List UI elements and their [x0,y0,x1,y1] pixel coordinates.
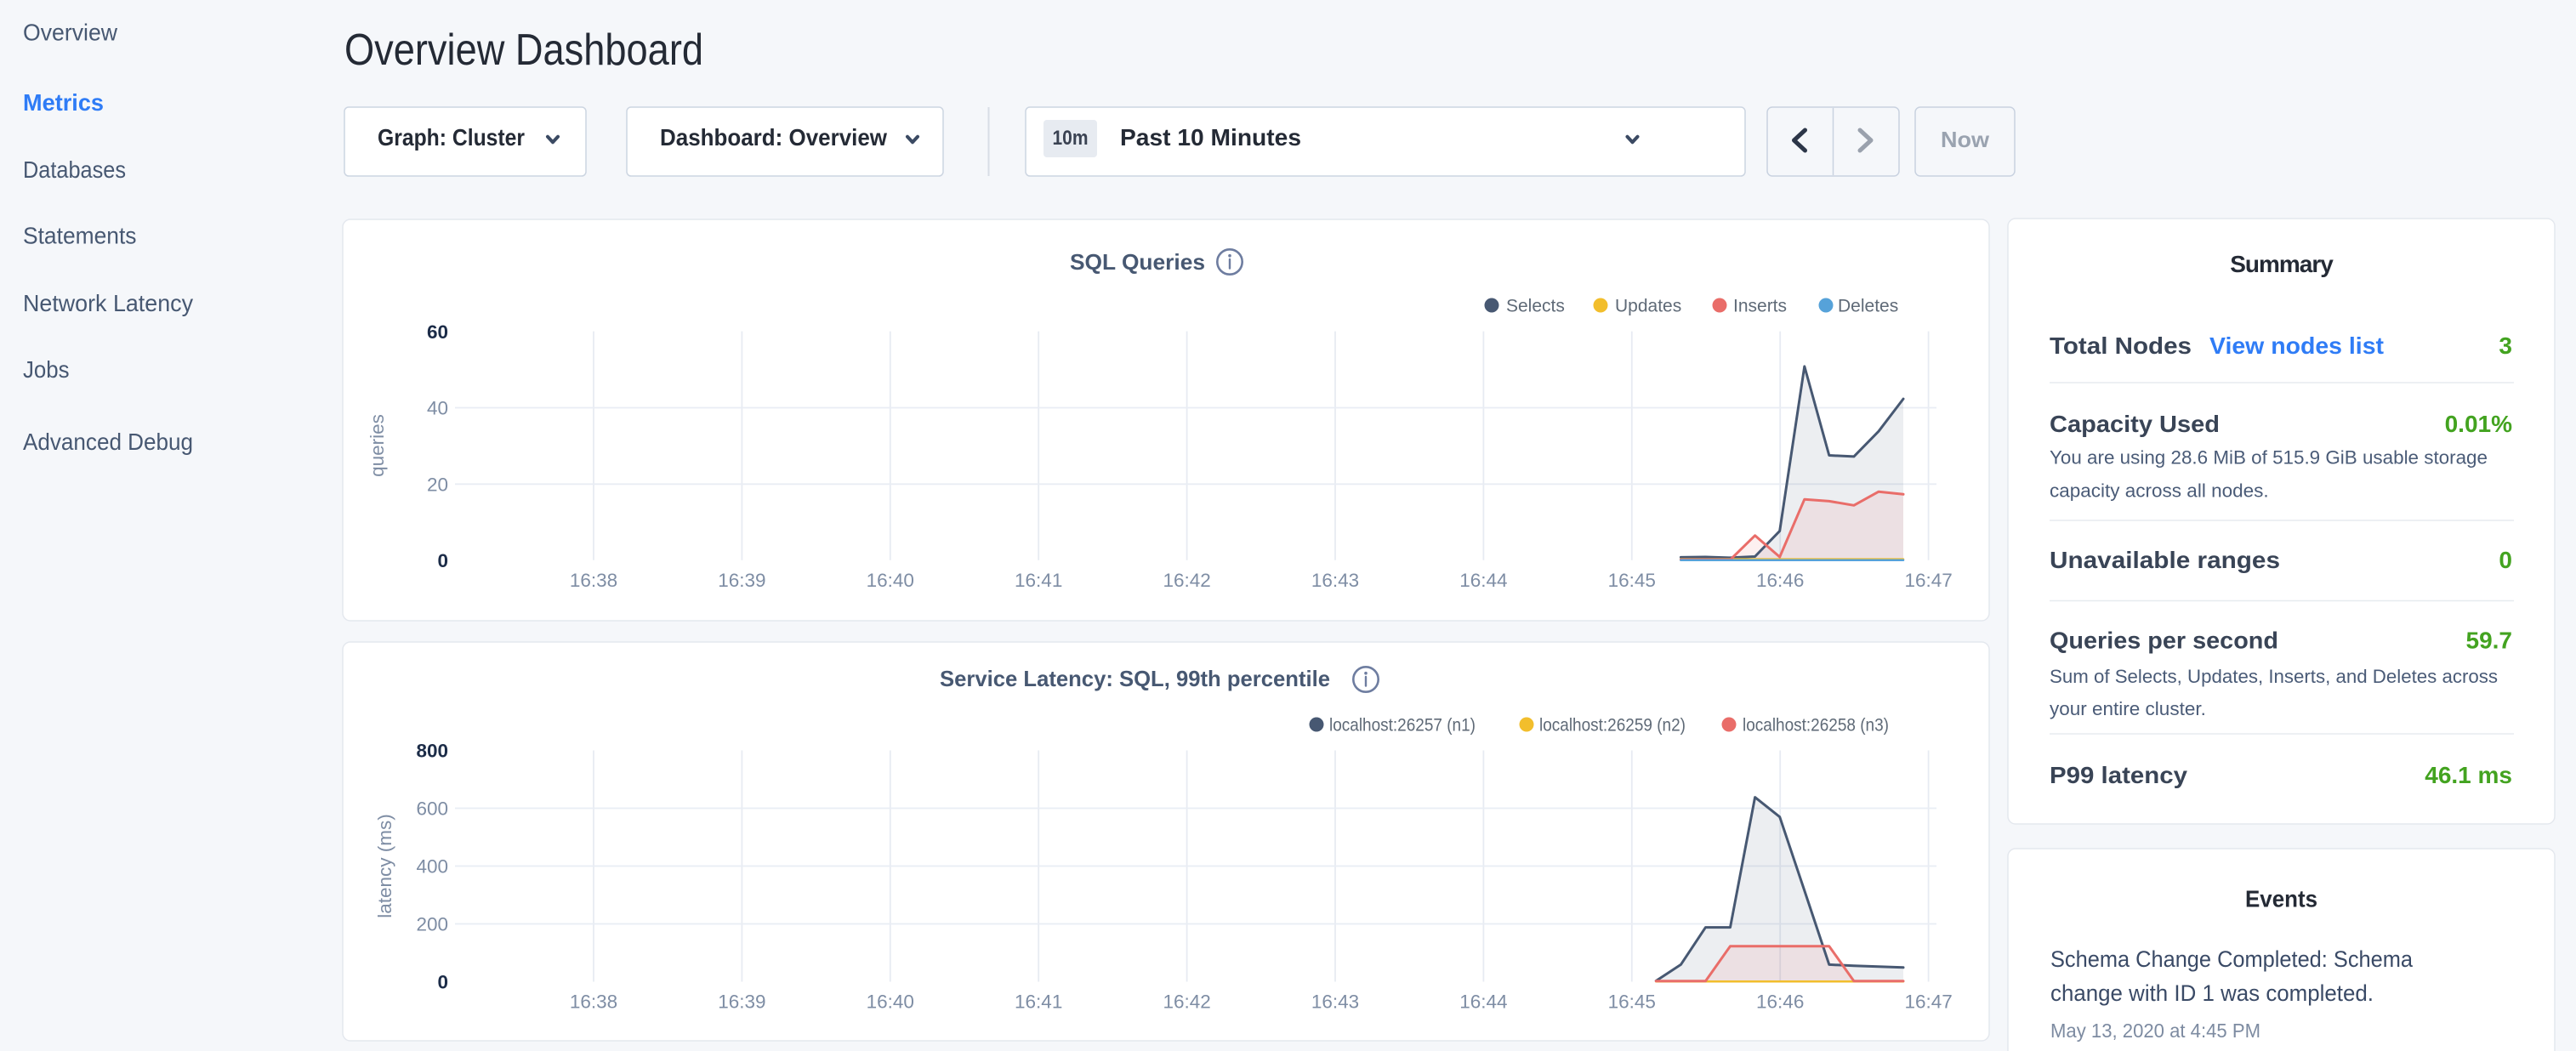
svg-text:Updates: Updates [1615,297,1681,316]
svg-text:Overview Dashboard: Overview Dashboard [344,26,703,75]
svg-text:May 13, 2020 at 4:45 PM: May 13, 2020 at 4:45 PM [2050,1020,2260,1042]
svg-text:Overview: Overview [23,20,118,46]
svg-text:16:45: 16:45 [1608,991,1656,1013]
svg-text:16:43: 16:43 [1311,570,1359,591]
svg-text:16:43: 16:43 [1311,991,1359,1013]
svg-text:0: 0 [437,972,448,993]
svg-text:Selects: Selects [1506,297,1565,316]
svg-text:Graph: Cluster: Graph: Cluster [378,124,525,151]
svg-text:16:40: 16:40 [867,991,914,1013]
svg-text:Jobs: Jobs [23,356,70,383]
svg-text:16:39: 16:39 [718,991,765,1013]
svg-text:0: 0 [437,550,448,571]
svg-text:46.1 ms: 46.1 ms [2425,762,2512,788]
svg-text:You are using 28.6 MiB of 515.: You are using 28.6 MiB of 515.9 GiB usab… [2050,447,2488,469]
svg-text:Unavailable ranges: Unavailable ranges [2050,547,2280,573]
svg-text:Network Latency: Network Latency [23,290,193,316]
svg-text:16:46: 16:46 [1756,570,1804,591]
svg-text:Schema Change Completed: Schem: Schema Change Completed: Schema [2050,946,2414,972]
svg-text:16:41: 16:41 [1015,991,1062,1013]
svg-text:latency (ms): latency (ms) [374,814,395,918]
svg-text:Databases: Databases [23,156,126,183]
svg-text:Total Nodes: Total Nodes [2050,332,2192,359]
svg-text:16:38: 16:38 [570,570,617,591]
svg-text:800: 800 [416,741,448,762]
svg-text:Capacity Used: Capacity Used [2050,411,2220,437]
svg-text:View nodes list: View nodes list [2209,332,2384,359]
svg-text:0: 0 [2499,547,2512,573]
svg-text:16:44: 16:44 [1459,991,1507,1013]
svg-text:P99 latency: P99 latency [2050,762,2187,788]
svg-text:200: 200 [416,914,448,935]
svg-text:16:41: 16:41 [1015,570,1062,591]
svg-text:Events: Events [2245,886,2317,912]
svg-text:16:39: 16:39 [718,570,765,591]
svg-text:Sum of Selects, Updates, Inser: Sum of Selects, Updates, Inserts, and De… [2050,666,2498,687]
svg-text:Now: Now [1941,127,1990,152]
svg-text:Dashboard: Overview: Dashboard: Overview [660,124,887,151]
svg-text:Inserts: Inserts [1733,297,1787,316]
svg-text:16:42: 16:42 [1163,991,1210,1013]
svg-text:60: 60 [427,321,448,343]
svg-text:16:47: 16:47 [1904,570,1952,591]
svg-text:SQL Queries: SQL Queries [1070,249,1205,275]
svg-text:localhost:26257 (n1): localhost:26257 (n1) [1329,716,1476,736]
svg-text:queries: queries [367,414,388,477]
svg-text:Statements: Statements [23,223,137,249]
svg-text:16:47: 16:47 [1904,991,1952,1013]
svg-text:0.01%: 0.01% [2445,411,2512,437]
svg-text:Advanced Debug: Advanced Debug [23,429,193,455]
svg-text:Metrics: Metrics [23,89,104,116]
svg-text:10m: 10m [1053,127,1089,150]
svg-text:change with ID 1 was completed: change with ID 1 was completed. [2050,980,2374,1006]
svg-text:400: 400 [416,856,448,878]
svg-text:20: 20 [427,474,448,496]
svg-text:localhost:26259 (n2): localhost:26259 (n2) [1539,716,1686,736]
svg-text:16:38: 16:38 [570,991,617,1013]
svg-text:59.7: 59.7 [2466,628,2513,654]
svg-text:40: 40 [427,398,448,419]
svg-text:600: 600 [416,798,448,820]
svg-text:Past 10 Minutes: Past 10 Minutes [1120,124,1301,151]
svg-text:16:45: 16:45 [1608,570,1656,591]
svg-text:16:44: 16:44 [1459,570,1507,591]
svg-text:localhost:26258 (n3): localhost:26258 (n3) [1743,716,1889,736]
svg-text:Deletes: Deletes [1838,297,1898,316]
svg-text:Summary: Summary [2230,251,2334,277]
svg-text:Queries per second: Queries per second [2050,628,2278,654]
svg-text:16:46: 16:46 [1756,991,1804,1013]
svg-text:16:40: 16:40 [867,570,914,591]
svg-text:Service Latency: SQL, 99th per: Service Latency: SQL, 99th percentile [940,666,1330,691]
svg-text:your entire cluster.: your entire cluster. [2050,698,2206,719]
svg-text:capacity across all nodes.: capacity across all nodes. [2050,480,2269,502]
svg-text:16:42: 16:42 [1163,570,1210,591]
svg-text:3: 3 [2499,332,2512,359]
